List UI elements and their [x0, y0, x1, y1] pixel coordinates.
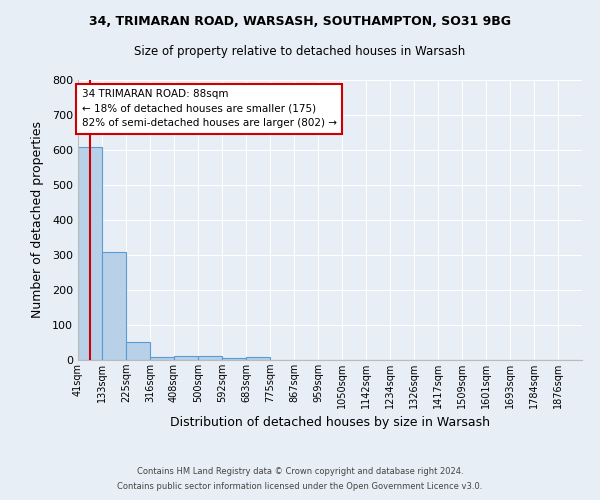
- Text: Contains HM Land Registry data © Crown copyright and database right 2024.: Contains HM Land Registry data © Crown c…: [137, 467, 463, 476]
- Text: Contains public sector information licensed under the Open Government Licence v3: Contains public sector information licen…: [118, 482, 482, 491]
- Text: 34, TRIMARAN ROAD, WARSASH, SOUTHAMPTON, SO31 9BG: 34, TRIMARAN ROAD, WARSASH, SOUTHAMPTON,…: [89, 15, 511, 28]
- X-axis label: Distribution of detached houses by size in Warsash: Distribution of detached houses by size …: [170, 416, 490, 430]
- Bar: [246, 357, 270, 360]
- Bar: [198, 356, 222, 360]
- Bar: [222, 358, 246, 360]
- Bar: [150, 356, 174, 360]
- Bar: [126, 342, 150, 360]
- Bar: [174, 356, 198, 360]
- Bar: [102, 252, 126, 360]
- Bar: [78, 147, 102, 360]
- Y-axis label: Number of detached properties: Number of detached properties: [31, 122, 44, 318]
- Text: 34 TRIMARAN ROAD: 88sqm
← 18% of detached houses are smaller (175)
82% of semi-d: 34 TRIMARAN ROAD: 88sqm ← 18% of detache…: [82, 89, 337, 128]
- Text: Size of property relative to detached houses in Warsash: Size of property relative to detached ho…: [134, 45, 466, 58]
